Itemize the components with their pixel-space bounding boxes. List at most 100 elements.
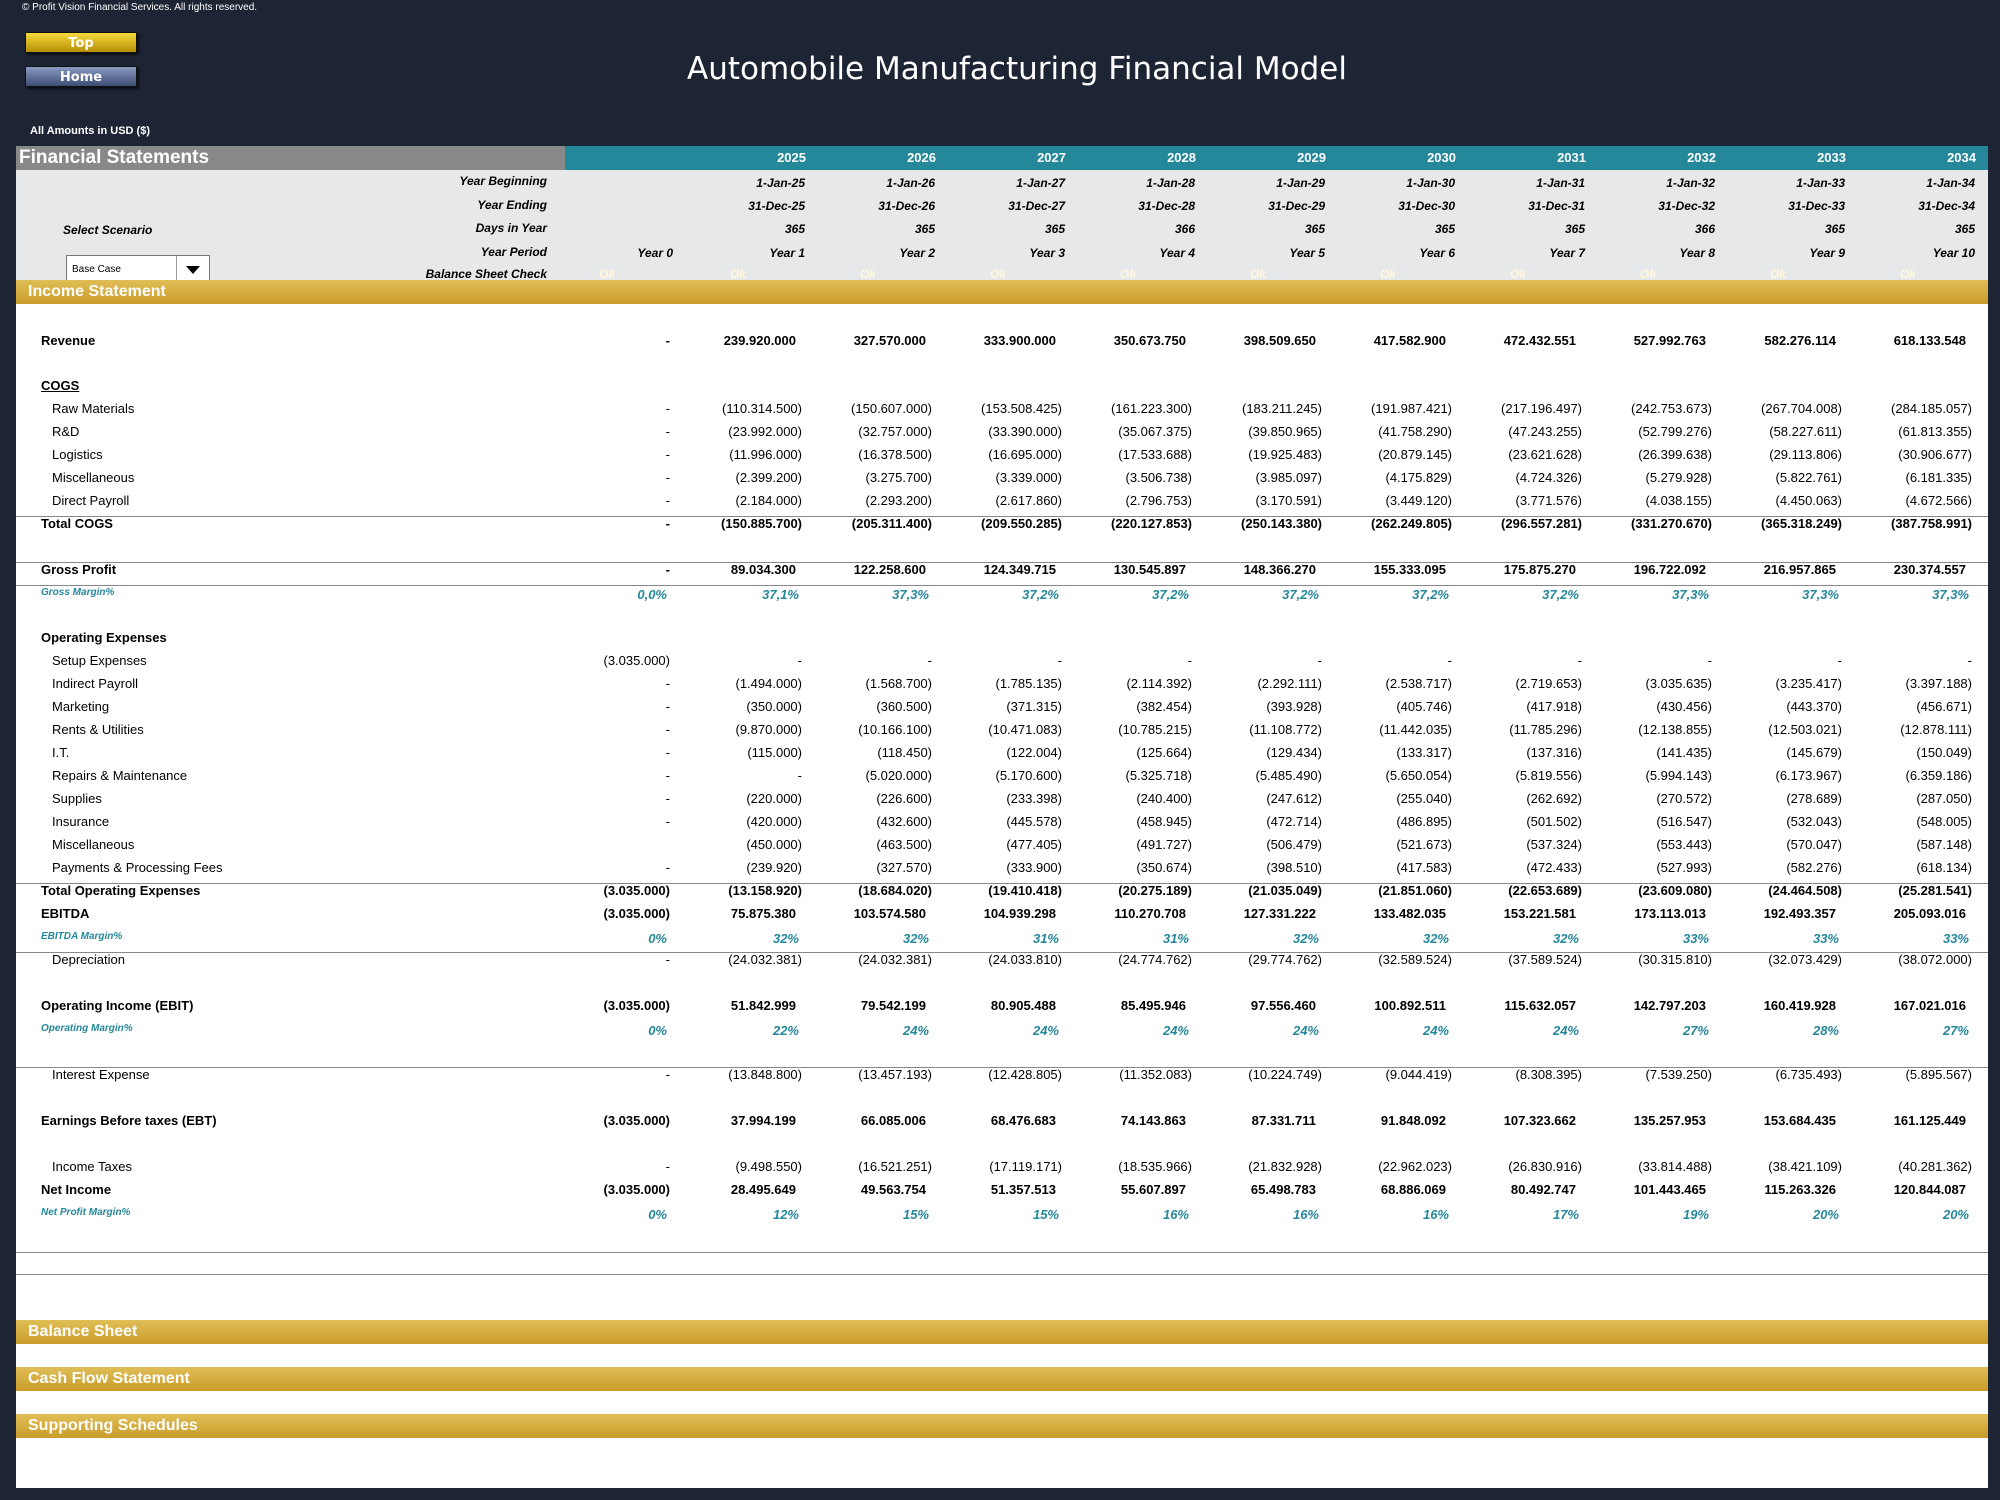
value-cell: (11.352.083) [1119,1067,1192,1082]
value-cell: (1.568.700) [865,676,933,691]
dropdown-arrow-icon[interactable] [176,256,209,283]
row-label: Net Income [41,1182,112,1197]
value-cell: 0,0% [637,587,667,602]
value-cell: (472.714) [1266,814,1322,829]
year-ending-cell: 31-Dec-25 [748,199,805,213]
value-cell: (432.600) [876,814,932,829]
year-beginning-cell: 1-Jan-28 [1146,176,1195,190]
days-cell: 365 [784,222,805,236]
row-label: I.T. [52,745,70,760]
scenario-dropdown[interactable]: Base Case [66,255,210,284]
value-cell: - [665,860,670,875]
section-cash-flow-statement[interactable]: Cash Flow Statement [16,1367,1988,1391]
value-cell: - [1187,653,1192,668]
value-cell: (5.485.490) [1255,768,1323,783]
value-cell: (41.758.290) [1378,424,1452,439]
value-cell: (443.370) [1786,699,1842,714]
value-cell: (456.671) [1916,699,1972,714]
year-2030: 2030 [1427,150,1456,165]
value-cell: (553.443) [1656,837,1712,852]
value-cell: 33% [1682,931,1709,946]
value-cell: (24.464.508) [1768,883,1842,898]
year-period-cell: Year 0 [637,246,673,260]
year-period-cell: Year 2 [899,246,935,260]
value-cell: (587.148) [1916,837,1972,852]
value-cell: - [927,653,932,668]
value-cell: 15% [902,1207,929,1222]
year-beginning-cell: 1-Jan-26 [886,176,935,190]
value-cell: 37,2% [1152,587,1189,602]
value-cell: 122.258.600 [853,562,926,577]
value-cell: 16% [1422,1207,1449,1222]
row-label: Earnings Before taxes (EBT) [41,1113,217,1128]
value-cell: 37,3% [1802,587,1839,602]
value-cell: (255.040) [1396,791,1452,806]
value-cell: (3.771.576) [1515,493,1583,508]
value-cell: 22% [772,1023,799,1038]
value-cell: 24% [902,1023,929,1038]
value-cell: (7.539.250) [1645,1067,1713,1082]
value-cell: - [665,768,670,783]
row-label: Net Profit Margin% [41,1207,131,1218]
value-cell: (133.317) [1396,745,1452,760]
year-beginning-cell: 1-Jan-31 [1536,176,1585,190]
copyright-notice: © Profit Vision Financial Services. All … [22,2,258,13]
year-ending-cell: 31-Dec-31 [1528,199,1585,213]
value-cell: (12.138.855) [1638,722,1712,737]
value-cell: (150.049) [1916,745,1972,760]
value-cell: (47.243.255) [1508,424,1582,439]
value-cell: (477.405) [1006,837,1062,852]
row-divider [16,883,1988,884]
value-cell: (38.421.109) [1768,1159,1842,1174]
value-cell: (13.158.920) [728,883,802,898]
value-cell: (11.785.296) [1509,722,1582,737]
section-balance-sheet[interactable]: Balance Sheet [16,1320,1988,1344]
home-button[interactable]: Home [25,66,137,87]
table-row: Total Operating Expenses (3.035.000) (13.1… [16,881,1988,901]
table-row: Depreciation - (24.032.381) (24.032.381) (24… [16,950,1988,970]
value-cell: (3.170.591) [1255,493,1323,508]
row-label: Insurance [52,814,110,829]
days-cell: 366 [1694,222,1715,236]
value-cell: (2.292.111) [1257,676,1322,691]
value-cell: (220.127.853) [1111,516,1192,531]
days-in-year-label: Days in Year [475,221,547,235]
value-cell: 104.939.298 [983,906,1056,921]
value-cell: (10.785.215) [1118,722,1192,737]
value-cell: (226.600) [876,791,932,806]
value-cell: 85.495.946 [1120,998,1186,1013]
value-cell: (24.032.381) [858,952,932,967]
section-income-statement[interactable]: Income Statement [16,280,1988,304]
table-row: Net Profit Margin% 0% 12% 15% 15% 16% 16% 16% 17… [16,1203,1988,1223]
value-cell: (6.181.335) [1905,470,1973,485]
value-cell: 32% [1552,931,1579,946]
value-cell: 28.495.649 [730,1182,796,1197]
table-row: Miscellaneous - (2.399.200) (3.275.700) (3.3… [16,468,1988,488]
value-cell: (23.992.000) [728,424,802,439]
value-cell: (145.679) [1786,745,1842,760]
value-cell: - [665,745,670,760]
value-cell: - [797,768,802,783]
year-2029: 2029 [1297,150,1326,165]
currency-note: All Amounts in USD ($) [30,125,150,137]
value-cell: 24% [1552,1023,1579,1038]
value-cell: 127.331.222 [1243,906,1316,921]
value-cell: 167.021.016 [1893,998,1966,1013]
section-supporting-schedules[interactable]: Supporting Schedules [16,1414,1988,1438]
value-cell: (463.500) [876,837,932,852]
row-label: Operating Income (EBIT) [41,998,194,1013]
value-cell: (582.276) [1786,860,1842,875]
row-divider [16,1252,1988,1253]
table-row: Operating Expenses [16,628,1988,648]
value-cell: (220.000) [746,791,802,806]
value-cell: (11.108.772) [1249,722,1322,737]
top-button[interactable]: Top [25,32,137,53]
table-row: Direct Payroll - (2.184.000) (2.293.200) (2.… [16,491,1988,511]
value-cell: (19.925.483) [1248,447,1322,462]
row-label: R&D [52,424,80,439]
value-cell: (4.038.155) [1645,493,1713,508]
balance-check-ok: Ok [860,267,877,281]
row-label: Raw Materials [52,401,135,416]
year-period-label: Year Period [480,245,547,259]
value-cell: (3.035.000) [603,653,671,668]
